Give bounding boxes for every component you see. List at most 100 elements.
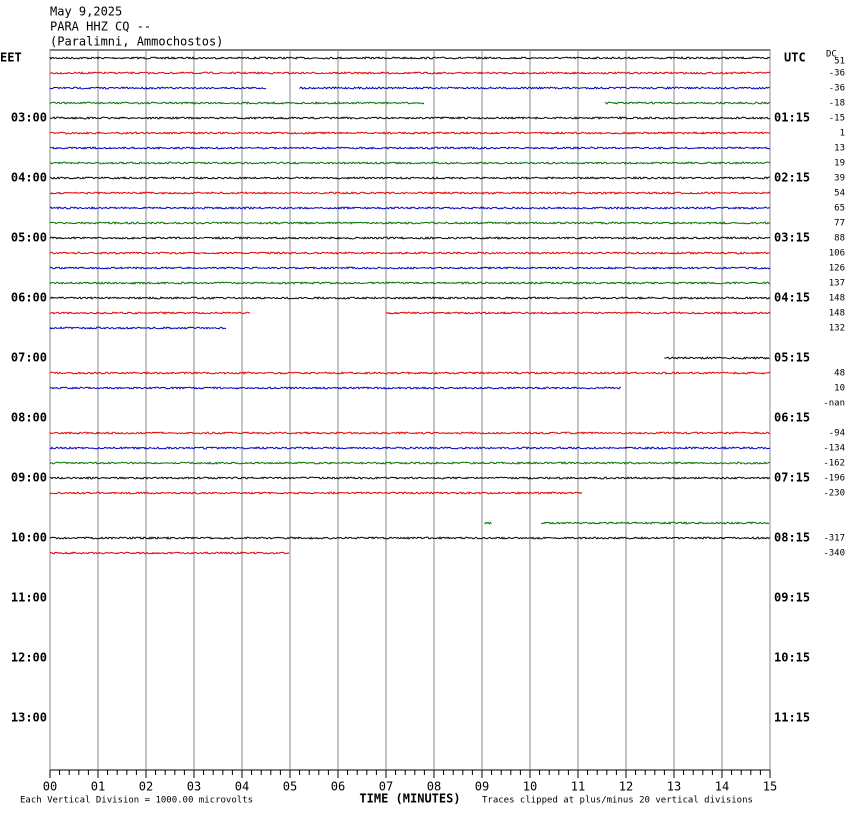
seismic-trace (49, 371, 771, 375)
dc-offset: -340 (823, 549, 845, 559)
utc-hour-label: 01:15 (774, 111, 810, 125)
dc-title: DC (826, 50, 837, 60)
seismic-trace (49, 191, 771, 195)
seismic-trace (49, 116, 771, 120)
seismic-trace (49, 56, 771, 60)
x-tick-label: 10 (523, 780, 537, 794)
eet-hour-label: 08:00 (11, 411, 47, 425)
utc-hour-label: 03:15 (774, 231, 810, 245)
eet-hour-label: 11:00 (11, 591, 47, 605)
seismic-trace (49, 536, 771, 540)
eet-hour-label: 10:00 (11, 531, 47, 545)
dc-offset: 19 (834, 159, 845, 169)
seismic-trace (49, 446, 771, 450)
seismic-trace (49, 131, 771, 135)
seismic-trace (49, 176, 771, 180)
utc-hour-label: 02:15 (774, 171, 810, 185)
seismic-trace (49, 461, 771, 465)
dc-offset: 48 (834, 369, 845, 379)
seismic-trace (49, 146, 771, 150)
utc-hour-label: 05:15 (774, 351, 810, 365)
dc-offset: 148 (829, 309, 845, 319)
utc-hour-label: 10:15 (774, 651, 810, 665)
clip-note: Traces clipped at plus/minus 20 vertical… (482, 796, 753, 806)
dc-offset: -134 (823, 444, 845, 454)
seismic-trace (49, 251, 771, 255)
seismic-trace (49, 221, 771, 225)
dc-offset: -18 (829, 99, 845, 109)
seismic-trace (49, 206, 771, 210)
seismic-trace (299, 86, 770, 90)
dc-offset: 126 (829, 264, 845, 274)
dc-offset: 148 (829, 294, 845, 304)
utc-hour-label: 04:15 (774, 291, 810, 305)
dc-offset: 65 (834, 204, 845, 214)
x-tick-label: 03 (187, 780, 201, 794)
eet-hour-label: 12:00 (11, 651, 47, 665)
dc-offset: 132 (829, 324, 845, 334)
dc-offset: -162 (823, 459, 845, 469)
eet-hour-label: 13:00 (11, 711, 47, 725)
x-tick-label: 02 (139, 780, 153, 794)
x-tick-label: 09 (475, 780, 489, 794)
dc-offset: 39 (834, 174, 845, 184)
dc-offset: -317 (823, 534, 845, 544)
dc-offset: 51 (834, 57, 845, 67)
scale-note: Each Vertical Division = 1000.00 microvo… (20, 796, 253, 806)
dc-offset: -230 (823, 489, 845, 499)
utc-hour-label: 11:15 (774, 711, 810, 725)
seismic-trace (49, 551, 290, 555)
seismic-trace (49, 236, 771, 240)
seismic-trace (49, 71, 771, 75)
x-tick-label: 14 (715, 780, 729, 794)
eet-hour-label: 05:00 (11, 231, 47, 245)
dc-offset: 77 (834, 219, 845, 229)
station: PARA HHZ CQ -- (50, 20, 151, 34)
utc-hour-label: 07:15 (774, 471, 810, 485)
seismic-trace (664, 356, 770, 360)
utc-hour-label: 08:15 (774, 531, 810, 545)
seismic-trace (49, 281, 771, 285)
x-tick-label: 12 (619, 780, 633, 794)
seismic-trace (385, 311, 771, 315)
seismic-trace (49, 476, 771, 480)
location: (Paralimni, Ammochostos) (50, 35, 223, 49)
x-tick-label: 07 (379, 780, 393, 794)
seismic-trace (49, 431, 771, 435)
plot-frame (49, 49, 771, 771)
x-tick-label: 01 (91, 780, 105, 794)
x-tick-label: 13 (667, 780, 681, 794)
dc-offset: -15 (829, 114, 845, 124)
x-tick-label: 11 (571, 780, 585, 794)
eet-hour-label: 03:00 (11, 111, 47, 125)
eet-hour-label: 07:00 (11, 351, 47, 365)
dc-offset: -94 (829, 429, 845, 439)
dc-offset: -36 (829, 69, 845, 79)
x-tick-label: 00 (43, 780, 57, 794)
dc-offset: 10 (834, 384, 845, 394)
seismic-trace (604, 101, 771, 105)
right-title: UTC (784, 51, 806, 65)
seismic-trace (49, 296, 771, 300)
utc-hour-label: 09:15 (774, 591, 810, 605)
eet-hour-label: 04:00 (11, 171, 47, 185)
dc-offset: -nan (823, 399, 845, 409)
dc-offset: 106 (829, 249, 845, 259)
eet-hour-label: 09:00 (11, 471, 47, 485)
dc-offset: 54 (834, 189, 845, 199)
seismic-trace (540, 521, 770, 525)
dc-offset: 137 (829, 279, 845, 289)
dc-offset: 88 (834, 234, 845, 244)
dc-offset: -196 (823, 474, 845, 484)
left-title: EET (0, 51, 22, 65)
x-tick-label: 08 (427, 780, 441, 794)
utc-hour-label: 06:15 (774, 411, 810, 425)
seismic-trace (49, 101, 425, 105)
seismic-trace (49, 266, 771, 270)
dc-offset: 1 (840, 129, 845, 139)
seismic-trace (49, 161, 771, 165)
seismic-trace (49, 491, 583, 495)
seismic-trace (49, 326, 227, 330)
x-tick-label: 04 (235, 780, 249, 794)
